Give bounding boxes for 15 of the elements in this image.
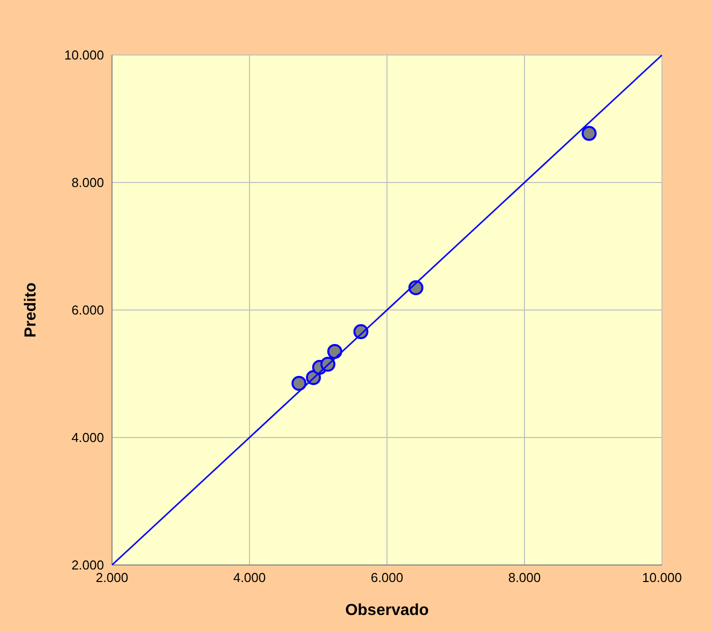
x-tick-label: 6.000: [370, 570, 404, 586]
point: [582, 126, 597, 141]
x-axis-title: Observado: [345, 602, 430, 619]
point: [292, 376, 306, 391]
x-tick-label: 2.000: [96, 570, 128, 586]
x-tick-label: 8.000: [508, 570, 541, 586]
y-tick-label: 2.000: [71, 558, 104, 573]
y-tick-label: 8.000: [71, 175, 104, 190]
x-tick-label: 10.000: [642, 570, 682, 586]
y-tick-label: 4.000: [71, 430, 104, 446]
point: [327, 344, 342, 359]
x-tick-label: 4.000: [233, 570, 266, 586]
y-tick-label: 10.000: [64, 48, 104, 63]
y-tick-label: 6.000: [71, 302, 104, 318]
y-axis-title: Predito: [22, 282, 40, 338]
